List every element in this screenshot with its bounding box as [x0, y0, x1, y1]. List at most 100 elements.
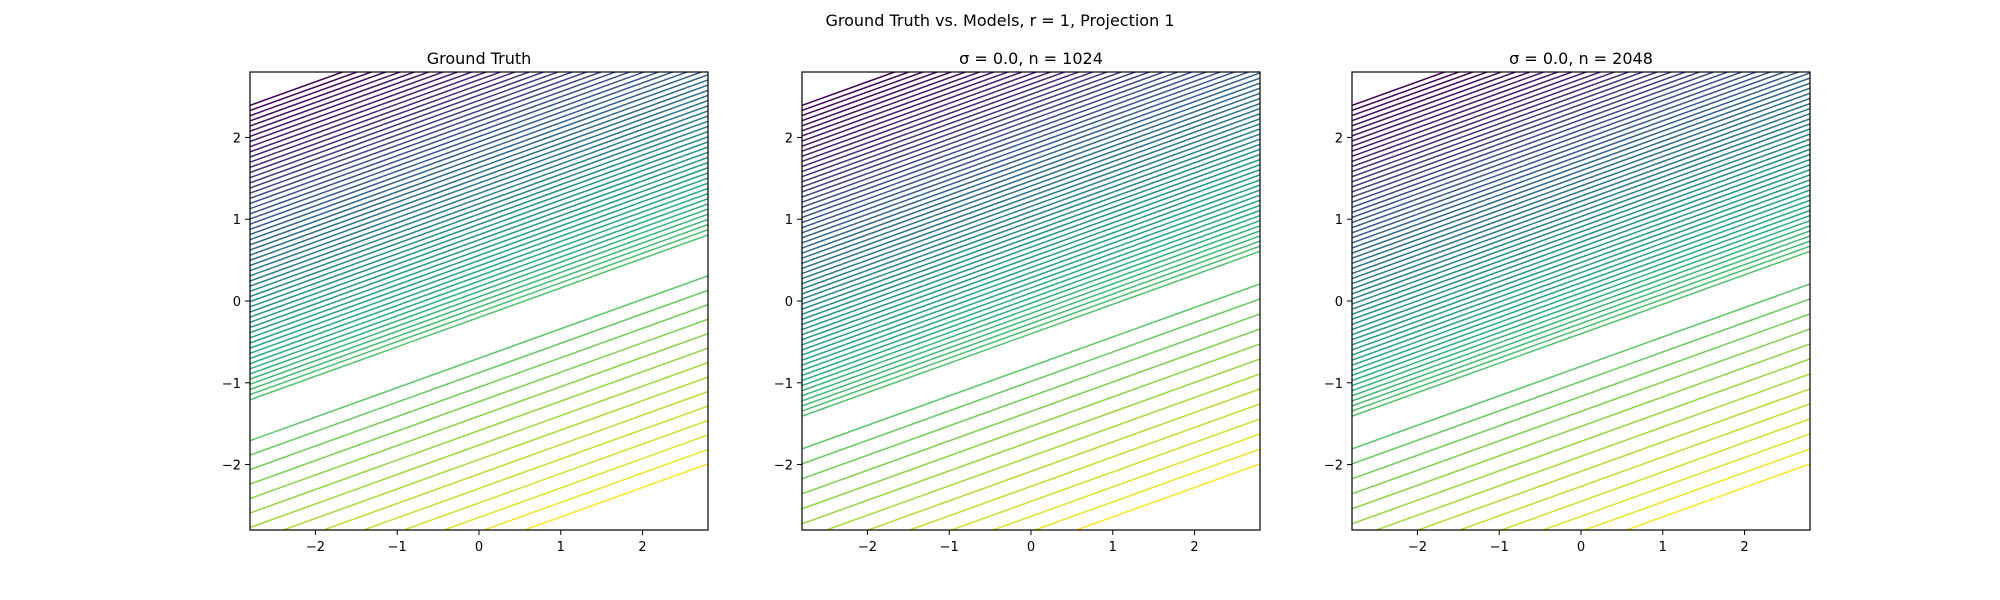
contour-line	[802, 72, 1260, 239]
contour-line	[250, 347, 708, 514]
contour-line	[250, 110, 708, 277]
panel-title: σ = 0.0, n = 1024	[959, 49, 1103, 68]
contour-line	[802, 72, 1166, 203]
y-tick-label: −2	[774, 459, 793, 474]
contour-line	[1352, 72, 1688, 193]
contour-line	[250, 198, 708, 365]
contour-line	[250, 177, 708, 344]
contour-line	[1352, 72, 1589, 158]
panel-title: Ground Truth	[427, 49, 532, 68]
x-tick-label: −2	[306, 540, 325, 555]
contour-line	[250, 72, 675, 225]
contour-line	[1352, 199, 1810, 366]
contour-line	[802, 102, 1260, 270]
contour-line	[802, 72, 1067, 168]
contour-line	[1352, 179, 1810, 346]
y-tick-label: 0	[233, 295, 241, 310]
contour-line	[802, 77, 1260, 244]
contour-line	[1352, 92, 1810, 259]
contour-line	[250, 72, 431, 138]
contour-line	[250, 79, 708, 246]
contour-line	[250, 72, 632, 210]
contour-line	[250, 141, 708, 308]
contour-line	[1352, 143, 1810, 310]
contour-line	[250, 72, 446, 143]
contour-line	[1352, 219, 1810, 387]
contour-line	[1352, 72, 1617, 168]
contour-line	[802, 113, 1260, 280]
contour-line	[1352, 72, 1660, 183]
contour-line	[802, 72, 1152, 198]
contour-line	[250, 182, 708, 349]
contour-line	[1352, 72, 1561, 147]
contour-line	[250, 72, 575, 189]
contour-line	[1352, 72, 1603, 163]
contour-line	[1352, 358, 1810, 525]
contour-line	[802, 169, 1260, 336]
contour-line	[1352, 123, 1810, 290]
contour-line	[802, 97, 1260, 265]
contour-line	[1352, 133, 1810, 300]
contour-line	[802, 313, 1260, 480]
y-tick-label: 2	[233, 131, 241, 146]
contour-line	[802, 72, 1195, 214]
contour-line	[802, 245, 1260, 412]
contour-lines	[802, 72, 1260, 530]
contour-line	[802, 87, 1260, 254]
contour-line	[1352, 72, 1716, 203]
contour-line	[250, 318, 708, 485]
contour-line	[1352, 230, 1810, 397]
contour-line	[802, 72, 1025, 152]
contour-line	[802, 179, 1260, 346]
contour-line	[1352, 77, 1810, 244]
contour-line	[802, 72, 940, 122]
contour-line	[250, 72, 661, 220]
x-tick-label: 0	[1577, 540, 1585, 555]
contour-line	[802, 219, 1260, 387]
contour-line	[1582, 448, 1810, 530]
contour-line	[250, 72, 475, 153]
contour-line	[802, 189, 1260, 356]
contour-line	[1352, 194, 1810, 361]
contour-line	[990, 433, 1260, 530]
contour-line	[1352, 240, 1810, 407]
contour-line	[250, 84, 708, 251]
contour-line	[802, 128, 1260, 295]
contour-line	[802, 204, 1260, 372]
contour-line	[1352, 72, 1730, 208]
contour-line	[1352, 113, 1810, 280]
contour-line	[1352, 87, 1810, 254]
contour-line	[802, 72, 1081, 173]
contour-line	[802, 123, 1260, 290]
contour-line	[1499, 418, 1810, 530]
contour-line	[824, 373, 1260, 530]
contour-line	[802, 72, 1223, 224]
y-tick-label: 1	[233, 213, 241, 228]
panel-title: σ = 0.0, n = 2048	[1509, 49, 1653, 68]
contour-line	[250, 156, 708, 324]
contour-line	[1352, 72, 1745, 214]
contour-line	[1457, 403, 1810, 530]
contour-line	[250, 213, 708, 380]
contour-line	[250, 289, 708, 456]
contour-lines	[1352, 72, 1810, 530]
contour-line	[802, 158, 1260, 326]
contour-line	[1415, 388, 1810, 530]
contour-line	[802, 92, 1260, 259]
contour-line	[907, 403, 1260, 530]
contour-line	[250, 361, 708, 529]
contour-line	[1352, 72, 1546, 142]
contour-line	[1352, 214, 1810, 382]
contour-line	[361, 405, 708, 530]
contour-line	[802, 283, 1260, 450]
contour-line	[321, 390, 708, 530]
contour-line	[802, 240, 1260, 407]
contour-line	[1352, 209, 1810, 377]
contour-line	[250, 192, 708, 360]
contour-line	[1352, 72, 1504, 127]
contour-line	[865, 388, 1260, 530]
contour-line	[1352, 128, 1810, 295]
contour-line	[250, 151, 708, 318]
